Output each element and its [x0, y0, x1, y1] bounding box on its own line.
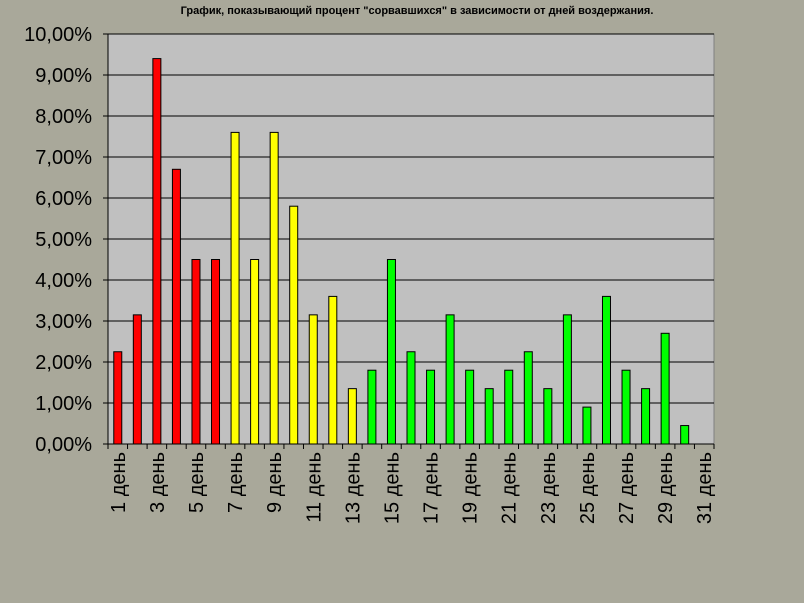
bar	[484, 388, 494, 445]
x-tick-label: 23 день	[538, 452, 560, 524]
bar	[250, 259, 260, 445]
y-tick-label: 10,00%	[24, 24, 92, 46]
y-tick-label: 0,00%	[35, 434, 92, 456]
bar	[386, 259, 396, 445]
x-tick-label: 5 день	[186, 452, 208, 513]
bar	[601, 295, 611, 445]
bar	[132, 314, 142, 445]
bar	[582, 406, 592, 445]
x-tick-label: 17 день	[421, 452, 443, 524]
bar	[543, 388, 553, 445]
x-tick-label: 1 день	[108, 452, 130, 513]
bar	[289, 205, 299, 445]
y-tick-label: 1,00%	[35, 393, 92, 415]
x-tick-label: 13 день	[342, 452, 364, 524]
y-tick-label: 8,00%	[35, 106, 92, 128]
bar	[445, 314, 455, 445]
y-tick-label: 3,00%	[35, 311, 92, 333]
bar	[562, 314, 572, 445]
bar	[641, 388, 651, 445]
bar	[621, 369, 631, 445]
y-tick-label: 5,00%	[35, 229, 92, 251]
y-tick-label: 4,00%	[35, 270, 92, 292]
bar	[328, 295, 338, 445]
bar	[347, 388, 357, 445]
bar	[269, 131, 279, 445]
bar	[680, 425, 690, 445]
bar	[465, 369, 475, 445]
bar	[367, 369, 377, 445]
bar	[426, 369, 436, 445]
x-tick-label: 21 день	[499, 452, 521, 524]
bar	[406, 351, 416, 445]
x-tick-label: 3 день	[147, 452, 169, 513]
y-tick-label: 9,00%	[35, 65, 92, 87]
bar	[308, 314, 318, 445]
y-tick-label: 7,00%	[35, 147, 92, 169]
y-tick-label: 6,00%	[35, 188, 92, 210]
x-tick-label: 31 день	[694, 452, 716, 524]
bar	[504, 369, 514, 445]
x-tick-label: 9 день	[264, 452, 286, 513]
bar	[191, 259, 201, 445]
bar	[230, 131, 240, 445]
x-tick-label: 29 день	[655, 452, 677, 524]
x-tick-label: 25 день	[577, 452, 599, 524]
bar	[211, 259, 221, 445]
chart-title: График, показывающий процент "сорвавшихс…	[180, 5, 654, 17]
x-tick-label: 7 день	[225, 452, 247, 513]
x-tick-label: 19 день	[460, 452, 482, 524]
x-tick-label: 15 день	[381, 452, 403, 524]
bar	[152, 58, 162, 445]
bar	[660, 332, 670, 445]
bar	[113, 351, 123, 445]
y-tick-label: 2,00%	[35, 352, 92, 374]
bar	[171, 168, 181, 445]
x-tick-label: 11 день	[303, 452, 325, 523]
x-tick-label: 27 день	[616, 452, 638, 524]
bar	[523, 351, 533, 445]
